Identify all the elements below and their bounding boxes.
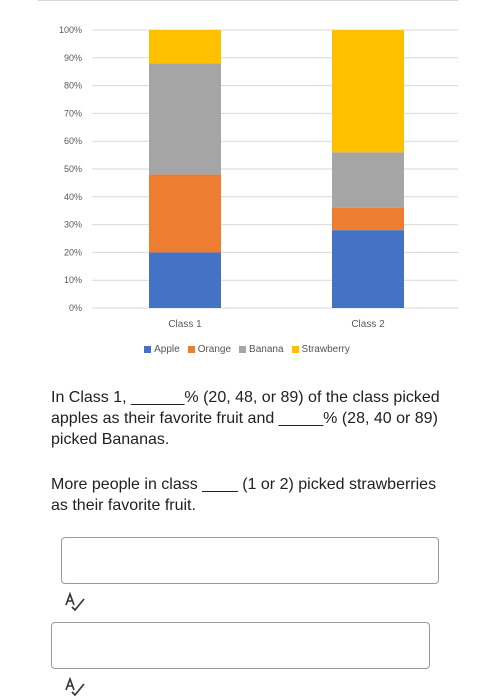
y-tick-label: 30% — [64, 220, 82, 230]
y-tick-label: 40% — [64, 192, 82, 202]
bar-orange-class-2 — [332, 207, 404, 231]
legend-label-apple: Apple — [154, 344, 180, 355]
legend-swatch-apple — [144, 346, 152, 353]
y-tick-label: 100% — [59, 25, 82, 35]
answer-input-2[interactable] — [51, 622, 430, 669]
question-class1-percent: In Class 1, ______% (20, 48, or 89) of t… — [51, 389, 440, 448]
x-axis-tick-labels: Class 1 Class 2 — [168, 319, 385, 330]
bar-strawberry-class-2 — [332, 30, 404, 153]
chart-legend: Apple Orange Banana Strawberry — [0, 344, 494, 355]
legend-swatch-banana — [239, 346, 247, 353]
bar-orange-class-1 — [149, 174, 221, 253]
bar-banana-class-1 — [149, 63, 221, 175]
y-axis-tick-labels: 0% 10% 20% 30% 40% 50% 60% 70% 80% 90% 100% — [59, 25, 82, 313]
spellcheck-icon[interactable] — [64, 677, 86, 697]
y-tick-label: 20% — [64, 247, 82, 257]
bar-apple-class-1 — [149, 252, 221, 308]
bar-apple-class-2 — [332, 230, 404, 308]
spellcheck-icon[interactable] — [64, 592, 86, 612]
legend-label-strawberry: Strawberry — [301, 344, 350, 355]
chart-bars — [149, 30, 404, 308]
y-tick-label: 70% — [64, 108, 82, 118]
bar-strawberry-class-1 — [149, 30, 221, 64]
y-tick-label: 50% — [64, 164, 82, 174]
stacked-bar-chart: 0% 10% 20% 30% 40% 50% 60% 70% 80% 90% 100% Class … — [59, 25, 458, 330]
legend-label-banana: Banana — [249, 344, 284, 355]
legend-swatch-strawberry — [291, 346, 299, 353]
legend-item-apple: Apple — [144, 344, 180, 355]
legend-item-banana: Banana — [239, 344, 284, 355]
question-strawberry-class: More people in class ____ (1 or 2) picke… — [51, 476, 437, 514]
legend-item-strawberry: Strawberry — [291, 344, 350, 355]
y-tick-label: 90% — [64, 53, 82, 63]
legend-swatch-orange — [187, 346, 195, 353]
y-tick-label: 80% — [64, 81, 82, 91]
x-tick-label: Class 2 — [351, 319, 385, 330]
legend-label-orange: Orange — [197, 344, 232, 355]
answer-input-1[interactable] — [61, 537, 439, 584]
x-tick-label: Class 1 — [168, 319, 202, 330]
legend-item-orange: Orange — [187, 344, 232, 355]
bar-banana-class-2 — [332, 152, 404, 208]
y-tick-label: 10% — [64, 275, 82, 285]
top-divider — [38, 0, 458, 1]
y-tick-label: 60% — [64, 136, 82, 146]
y-tick-label: 0% — [69, 303, 82, 313]
